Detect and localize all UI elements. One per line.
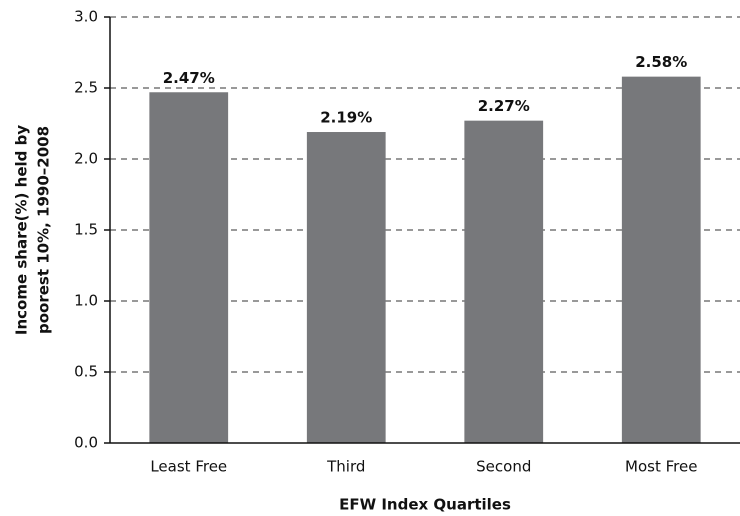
y-tick-label: 1.0 — [74, 292, 98, 310]
bar — [464, 120, 544, 443]
y-tick-label: 2.5 — [74, 79, 98, 97]
data-label: 2.27% — [478, 97, 530, 115]
y-tick-label: 2.0 — [74, 150, 98, 168]
bar — [306, 132, 386, 443]
data-label: 2.47% — [163, 69, 215, 87]
bar — [149, 92, 229, 443]
data-label: 2.58% — [635, 53, 687, 71]
y-axis-title-line: Income share(%) held by — [13, 125, 31, 335]
data-label: 2.19% — [320, 109, 372, 127]
y-axis-title: Income share(%) held by poorest 10%, 199… — [13, 125, 53, 335]
x-tick-label: Least Free — [150, 458, 227, 476]
y-axis-title-line: poorest 10%, 1990–2008 — [35, 126, 53, 334]
y-tick-label: 0.0 — [74, 434, 98, 452]
y-tick-label: 0.5 — [74, 363, 98, 381]
bar — [621, 76, 701, 443]
y-tick-label: 3.0 — [74, 8, 98, 26]
x-tick-label: Most Free — [625, 458, 697, 476]
x-tick-label: Second — [476, 458, 531, 476]
y-tick-label: 1.5 — [74, 221, 98, 239]
x-axis-title: EFW Index Quartiles — [339, 496, 511, 514]
x-tick-label: Third — [326, 458, 365, 476]
